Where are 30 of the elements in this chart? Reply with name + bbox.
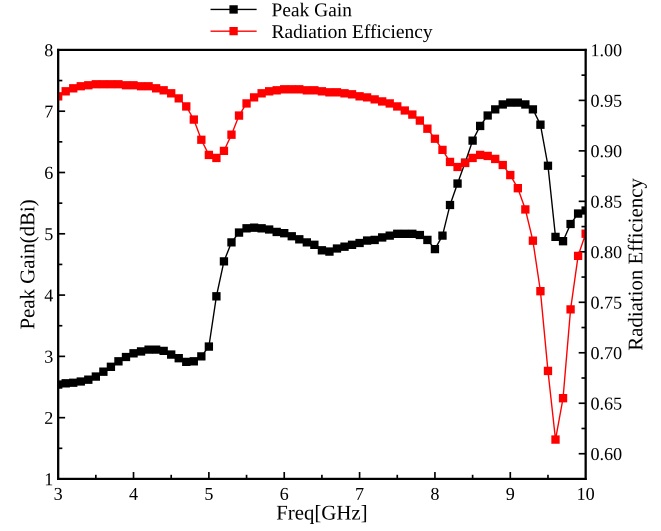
y2-tick-label: 0.90 [591, 145, 622, 158]
legend-label: Peak Gain [272, 2, 352, 16]
y2-tick-label: 0.85 [591, 196, 622, 208]
y-tick-label: 5 [45, 228, 53, 240]
y-tick-label: 1 [46, 473, 52, 486]
y-tick-label: 8 [44, 44, 53, 56]
y2-tick-label: 0.70 [591, 347, 622, 360]
x-tick-label: 10 [578, 488, 594, 500]
y2-axis-title: Radiation Efficiency [628, 178, 647, 350]
y2-tick-label: 0.80 [591, 246, 622, 258]
y-tick-label: 4 [44, 289, 54, 302]
y-tick-label: 3 [45, 350, 53, 363]
x-tick-label: 4 [129, 488, 138, 500]
x-tick-label: 3 [54, 488, 62, 500]
y-tick-label: 7 [45, 106, 53, 118]
x-tick-label: 9 [506, 488, 514, 500]
x-tick-label: 8 [431, 488, 439, 500]
y2-tick-label: 0.95 [591, 94, 622, 107]
y2-tick-label: 1.00 [592, 44, 622, 56]
y-axis-title: Peak Gain(dBi) [20, 200, 39, 329]
y2-tick-label: 0.75 [591, 296, 622, 309]
y-tick-label: 6 [45, 166, 53, 179]
x-tick-label: 6 [280, 488, 288, 500]
y2-tick-label: 0.60 [591, 448, 622, 460]
x-tick-label: 5 [205, 488, 213, 500]
x-tick-label: 7 [356, 488, 364, 500]
x-axis-title: Freq[GHz] [276, 505, 366, 524]
y2-tick-label: 0.65 [591, 398, 622, 410]
y-tick-label: 2 [45, 412, 52, 424]
legend-label: Radiation Efficiency [272, 24, 433, 42]
